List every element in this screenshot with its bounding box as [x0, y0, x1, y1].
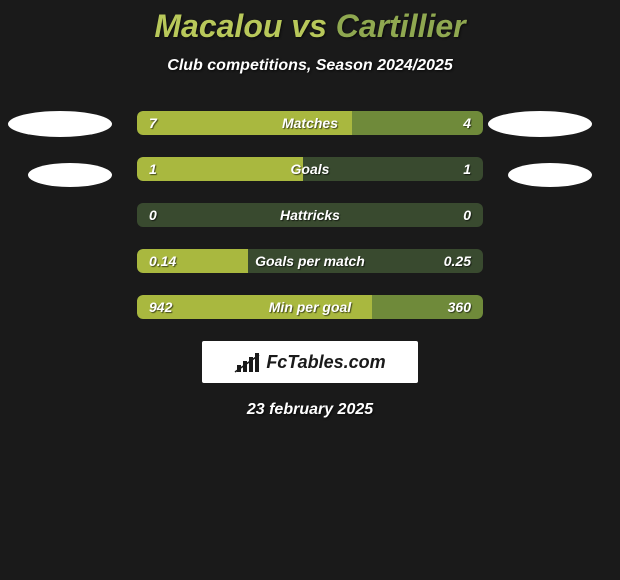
- bar-chart-icon: [234, 351, 260, 373]
- page-title: Macalou vs Cartillier: [0, 8, 620, 45]
- brand-box: FcTables.com: [202, 341, 418, 383]
- stats-area: 74Matches 11Goals 00Hattricks 0.140.25Goals…: [0, 111, 620, 319]
- stat-label: Matches: [137, 111, 483, 135]
- stat-row: 74Matches: [137, 111, 483, 135]
- ellipse-right-bottom: [508, 163, 592, 187]
- date-line: 23 february 2025: [0, 401, 620, 419]
- ellipse-right-top: [488, 111, 592, 137]
- stat-rows: 74Matches 11Goals 00Hattricks 0.140.25Goals…: [137, 111, 483, 319]
- title-player-a: Macalou: [154, 8, 282, 44]
- brand-text: FcTables.com: [266, 352, 385, 373]
- title-player-b: Cartillier: [336, 8, 466, 44]
- stat-row: 00Hattricks: [137, 203, 483, 227]
- stat-label: Goals per match: [137, 249, 483, 273]
- stat-label: Goals: [137, 157, 483, 181]
- stat-row: 11Goals: [137, 157, 483, 181]
- title-vs: vs: [291, 8, 327, 44]
- subtitle: Club competitions, Season 2024/2025: [0, 57, 620, 75]
- stat-label: Min per goal: [137, 295, 483, 319]
- ellipse-left-top: [8, 111, 112, 137]
- stat-row: 942360Min per goal: [137, 295, 483, 319]
- ellipse-left-bottom: [28, 163, 112, 187]
- stat-label: Hattricks: [137, 203, 483, 227]
- stat-row: 0.140.25Goals per match: [137, 249, 483, 273]
